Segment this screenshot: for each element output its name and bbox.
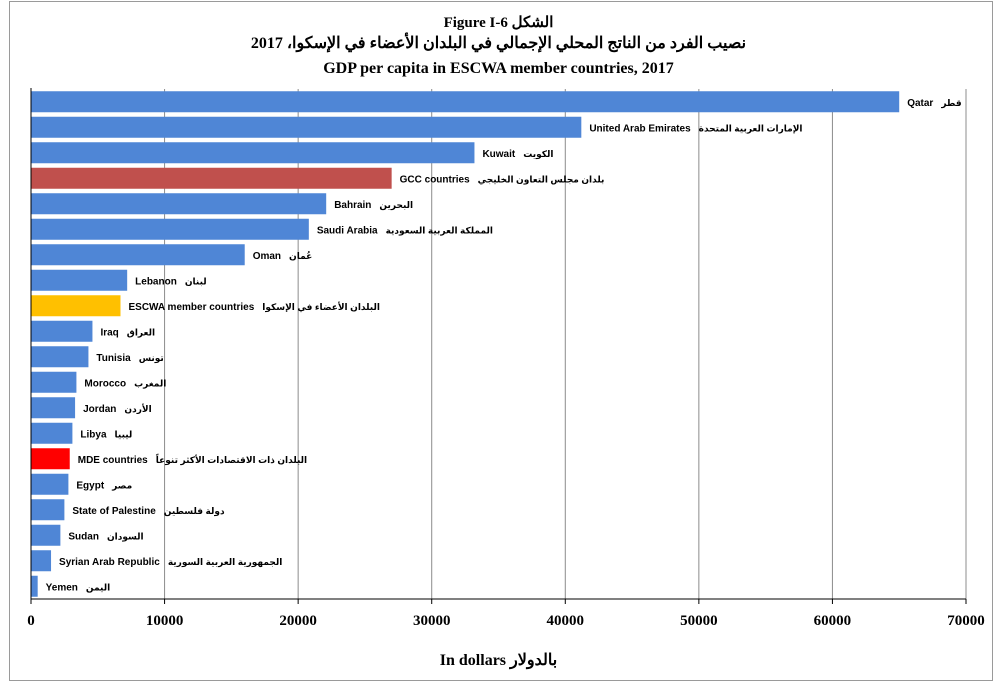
x-tick-label: 30000 (413, 613, 451, 629)
bar-label: Yemen اليمن (46, 582, 111, 593)
bar-label: United Arab Emirates الإمارات العربية الم… (589, 123, 802, 134)
bar (31, 499, 65, 521)
bar (31, 550, 52, 572)
x-tick-label: 40000 (547, 613, 585, 629)
bar-labels: Qatar قطر United Arab Emirates الإمارات الع… (46, 98, 962, 594)
x-axis-label: In dollars بالدولار (439, 652, 558, 669)
x-tick-label: 20000 (279, 613, 317, 629)
bar (31, 397, 76, 419)
bar-label: Tunisia تونس (96, 353, 163, 364)
bar (31, 371, 77, 393)
gridlines (164, 89, 967, 599)
bar (31, 167, 392, 189)
bar-label: Syrian Arab Republic الجمهورية العربية ال… (59, 557, 282, 568)
chart-subtitle-english: GDP per capita in ESCWA member countries… (323, 60, 674, 77)
x-tick-label: 70000 (947, 613, 985, 629)
bar-label: Oman عُمان (253, 251, 313, 262)
bar (31, 320, 93, 342)
bar (31, 295, 121, 317)
bar-label: Libya ليبيا (80, 429, 132, 440)
bar-label: MDE countries البلدان ذات الاقتصادات الأك… (78, 453, 307, 466)
x-tick-label: 50000 (680, 613, 718, 629)
bar (31, 575, 38, 597)
bar (31, 473, 69, 495)
chart-title: Figure I-6 الشكل (443, 15, 554, 31)
bar (31, 422, 73, 444)
bar-label: Morocco المغرب (84, 378, 166, 389)
bar-label: Iraq العراق (100, 327, 155, 338)
bar (31, 193, 327, 215)
bar (31, 346, 89, 368)
bar-label: Sudan السودان (68, 531, 143, 542)
bar (31, 448, 70, 470)
bar (31, 524, 61, 546)
x-tick-label: 0 (27, 613, 35, 629)
bar-label: State of Palestine دولة فلسطين (72, 506, 225, 517)
bar-label: Bahrain البحرين (334, 200, 413, 211)
bar-label: Kuwait الكويت (482, 149, 553, 160)
chart-frame (9, 1, 993, 681)
bar (31, 116, 582, 138)
bar (31, 91, 900, 113)
bar-label: GCC countries بلدان مجلس التعاون الخليجي (400, 174, 605, 185)
bar (31, 269, 128, 291)
bar (31, 218, 309, 240)
bar-label: Jordan الأردن (83, 403, 152, 415)
bar-label: Qatar قطر (907, 98, 961, 109)
bars (31, 91, 900, 597)
bar-label: ESCWA member countries البلدان الأعضاء في… (128, 301, 379, 313)
x-tick-label: 10000 (146, 613, 184, 629)
x-tick-label: 60000 (814, 613, 852, 629)
bar (31, 142, 475, 164)
bar-label: Lebanon لبنان (135, 276, 206, 287)
bar (31, 244, 245, 266)
bar-label: Egypt مصر (76, 480, 132, 491)
bar-label: Saudi Arabia المملكة العربية السعودية (317, 225, 493, 236)
chart-subtitle-arabic: نصيب الفرد من الناتج المحلي الإجمالي في … (250, 35, 747, 52)
x-axis: 0 10000 20000 30000 40000 50000 60000 70000 (27, 88, 985, 629)
